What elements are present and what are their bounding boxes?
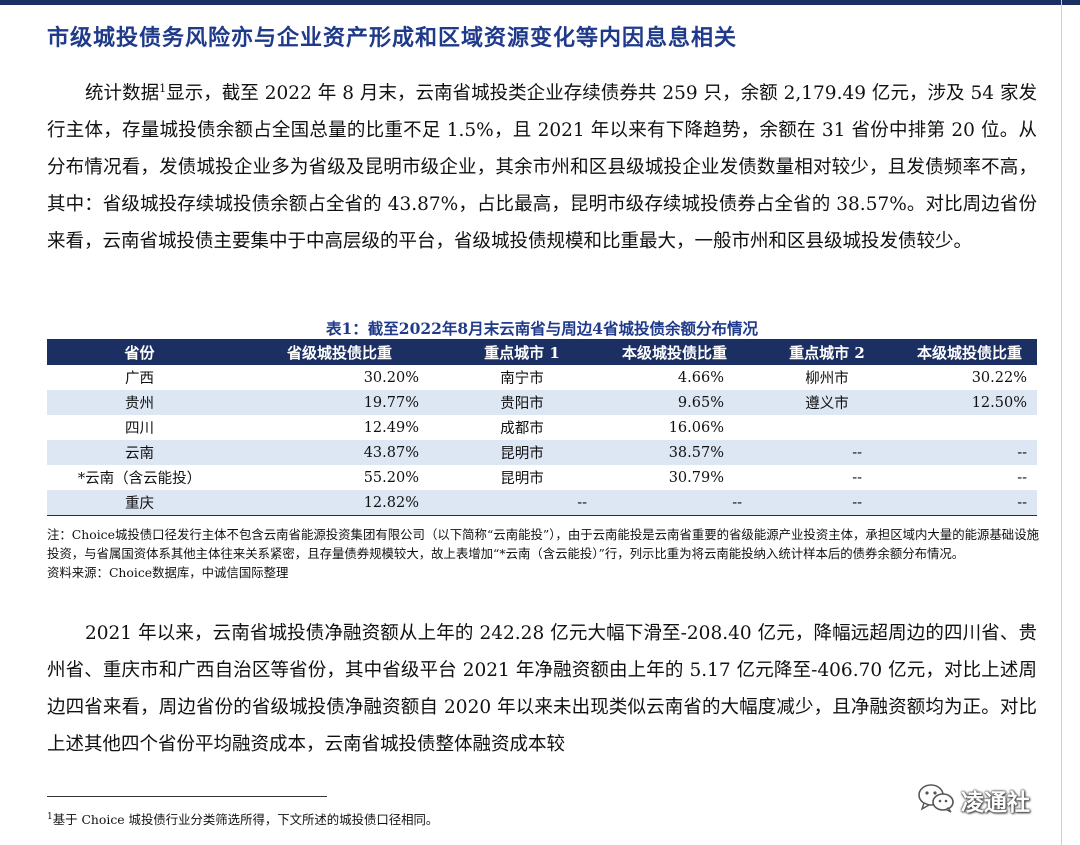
cell-province: 重庆 (47, 490, 232, 516)
cell-key-city-2: -- (852, 469, 862, 486)
cell-key-city-2: 遵义市 (752, 390, 902, 415)
paragraph-2-text: 2021 年以来，云南省城投债净融资额从上年的 242.28 亿元大幅下滑至-2… (47, 623, 1037, 755)
table-row: 贵州 19.77% 贵阳市 9.65% 遵义市 12.50% (47, 390, 1037, 415)
cell-key-city-1: 贵阳市 (447, 390, 597, 415)
cell-provincial-ratio: 30.20% (363, 369, 419, 386)
table-row: 广西 30.20% 南宁市 4.66% 柳州市 30.22% (47, 365, 1037, 390)
cell-key-city-1: -- (447, 490, 597, 516)
cell-provincial-ratio: 55.20% (363, 469, 419, 486)
cell-city-1-ratio: -- (597, 490, 752, 516)
table-row: *云南（含云能投） 55.20% 昆明市 30.79% -- -- (47, 465, 1037, 490)
header-provincial-ratio: 省级城投债比重 (232, 339, 447, 365)
table-title: 表1：截至2022年8月末云南省与周边4省城投债余额分布情况 (326, 319, 758, 338)
cell-city-2-ratio: -- (902, 440, 1037, 465)
cell-key-city-2: 柳州市 (805, 371, 849, 387)
cell-provincial-ratio: 43.87% (232, 440, 447, 465)
header-key-city-2: 重点城市 2 (752, 339, 902, 365)
debt-distribution-table: 省份 省级城投债比重 重点城市 1 本级城投债比重 重点城市 2 本级城投债比重… (47, 339, 1037, 516)
cell-city-2-ratio: 12.50% (902, 390, 1037, 415)
cell-provincial-ratio: 12.82% (232, 490, 447, 516)
cell-province: 贵州 (47, 390, 232, 415)
cell-city-1-ratio: 4.66% (677, 369, 724, 386)
cell-key-city-1: 昆明市 (447, 440, 597, 465)
cell-key-city-2 (752, 415, 902, 440)
cell-province: 四川 (125, 421, 154, 437)
cell-key-city-1: 昆明市 (500, 471, 544, 487)
header-city-2-ratio: 本级城投债比重 (902, 339, 1037, 365)
wechat-icon (917, 782, 955, 818)
table-note: 注：Choice城投债口径发行主体不包含云南省能源投资集团有限公司（以下简称“云… (47, 527, 1039, 561)
cell-city-2-ratio: 30.22% (971, 369, 1027, 386)
cell-province: 云南 (47, 440, 232, 465)
table-row: 云南 43.87% 昆明市 38.57% -- -- (47, 440, 1037, 465)
table-notes: 注：Choice城投债口径发行主体不包含云南省能源投资集团有限公司（以下简称“云… (47, 525, 1039, 582)
footnote-divider (47, 796, 327, 797)
cell-province: *云南（含云能投） (77, 471, 202, 487)
cell-provincial-ratio: 19.77% (232, 390, 447, 415)
header-province: 省份 (47, 339, 232, 365)
header-city-1-ratio: 本级城投债比重 (597, 339, 752, 365)
cell-province: 广西 (125, 371, 154, 387)
header-key-city-1: 重点城市 1 (447, 339, 597, 365)
cell-key-city-2: -- (752, 490, 902, 516)
cell-key-city-1: 成都市 (500, 421, 544, 437)
table-row: 重庆 12.82% -- -- -- -- (47, 490, 1037, 516)
watermark: 凌通社 (917, 780, 1030, 820)
paragraph-2: 2021 年以来，云南省城投债净融资额从上年的 242.28 亿元大幅下滑至-2… (47, 615, 1037, 763)
footnote: 1基于 Choice 城投债行业分类筛选所得，下文所述的城投债口径相同。 (47, 810, 438, 828)
data-source: 资料来源：Choice数据库，中诚信国际整理 (47, 565, 289, 580)
footnote-text: 基于 Choice 城投债行业分类筛选所得，下文所述的城投债口径相同。 (52, 812, 439, 827)
table-row: 四川 12.49% 成都市 16.06% (47, 415, 1037, 440)
cell-city-1-ratio: 30.79% (668, 469, 724, 486)
cell-provincial-ratio: 12.49% (363, 419, 419, 436)
page-edge (1061, 0, 1062, 845)
paragraph-1-body: 显示，截至 2022 年 8 月末，云南省城投类企业存续债券共 259 只，余额… (47, 83, 1037, 252)
cell-city-2-ratio (902, 415, 1037, 440)
cell-city-1-ratio: 16.06% (668, 419, 724, 436)
paragraph-1-lead: 统计数据 (85, 83, 160, 104)
paragraph-1: 统计数据1显示，截至 2022 年 8 月末，云南省城投类企业存续债券共 259… (47, 75, 1037, 260)
section-heading: 市级城投债务风险亦与企业资产形成和区域资源变化等内因息息相关 (47, 25, 738, 51)
table-header-row: 省份 省级城投债比重 重点城市 1 本级城投债比重 重点城市 2 本级城投债比重 (47, 339, 1037, 365)
cell-city-1-ratio: 9.65% (597, 390, 752, 415)
cell-city-2-ratio: -- (1017, 469, 1027, 486)
cell-key-city-1: 南宁市 (500, 371, 544, 387)
top-border-strip (0, 0, 1080, 5)
footnote-ref[interactable]: 1 (159, 81, 167, 95)
footnote-number: 1 (47, 811, 53, 822)
cell-city-2-ratio: -- (902, 490, 1037, 516)
cell-city-1-ratio: 38.57% (597, 440, 752, 465)
cell-key-city-2: -- (752, 440, 902, 465)
watermark-text: 凌通社 (961, 790, 1030, 816)
